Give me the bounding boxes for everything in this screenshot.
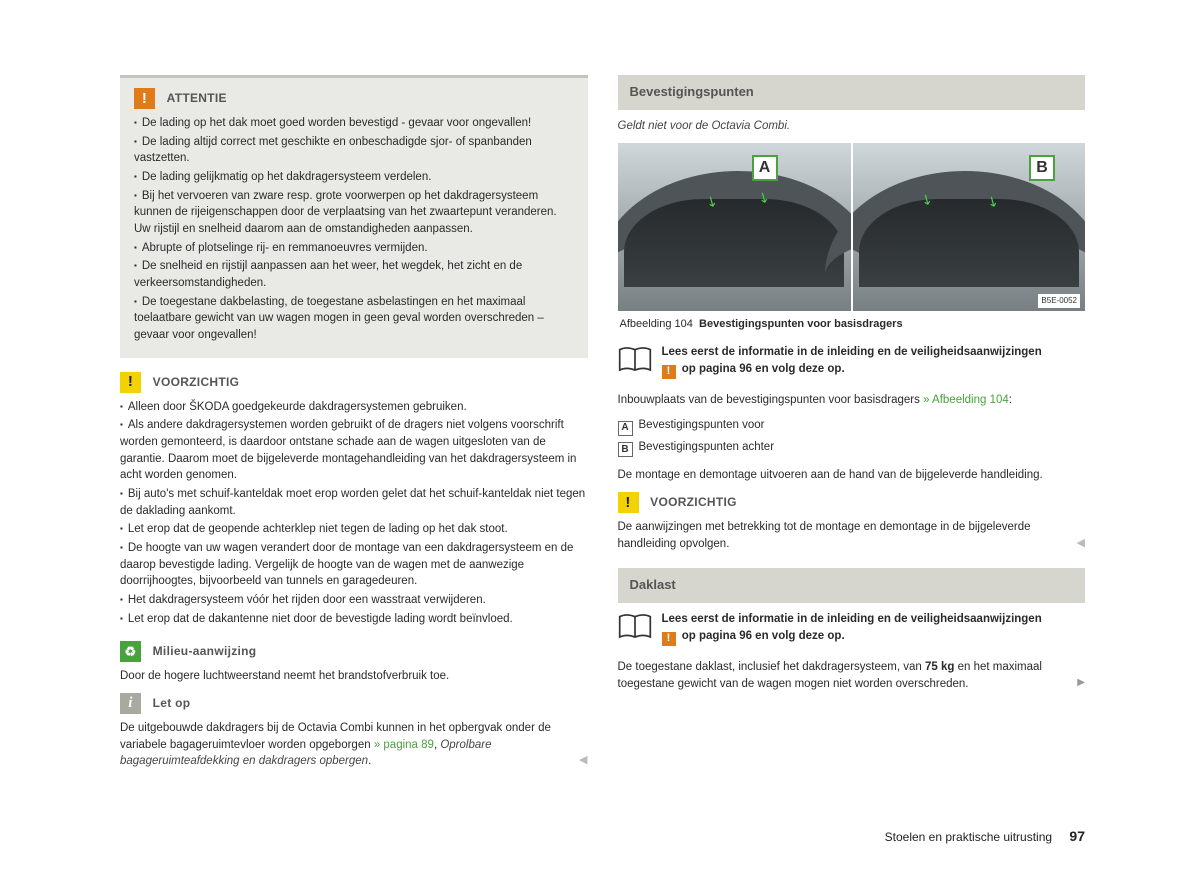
attentie-header: ! ATTENTIE <box>134 88 574 109</box>
read-first-line2: op pagina 96 en volg deze op. <box>679 363 845 375</box>
daklast-text: De toegestane daklast, inclusief het dak… <box>618 659 1086 692</box>
read-first-text: Lees eerst de informatie in de inleiding… <box>662 344 1042 380</box>
info-icon: i <box>120 693 141 714</box>
read-first2-line2: op pagina 96 en volg deze op. <box>679 630 845 642</box>
daklast-weight: 75 kg <box>925 661 954 673</box>
environment-icon: ♻ <box>120 641 141 662</box>
list-item: De lading gelijkmatig op het dakdragersy… <box>134 169 574 186</box>
legend-letter-b: B <box>618 442 633 457</box>
milieu-text: Door de hogere luchtweerstand neemt het … <box>120 668 588 685</box>
figure-code: B5E-0052 <box>1038 294 1080 308</box>
caution-icon: ! <box>618 492 639 513</box>
letop-header: i Let op <box>120 693 588 714</box>
voorzichtig-title: VOORZICHTIG <box>153 375 240 389</box>
book-icon <box>618 611 652 647</box>
warning-icon: ! <box>662 365 676 379</box>
list-item: Let erop dat de dakantenne niet door de … <box>120 611 588 628</box>
warning-icon: ! <box>662 632 676 646</box>
caption-bold: Bevestigingspunten voor basisdragers <box>699 318 903 330</box>
legend-text-b: Bevestigingspunten achter <box>639 441 775 453</box>
read-first-line1: Lees eerst de informatie in de inleiding… <box>662 346 1042 358</box>
subtitle: Geldt niet voor de Octavia Combi. <box>618 118 1086 135</box>
figure-link[interactable]: » Afbeelding 104 <box>923 394 1009 406</box>
caution-icon: ! <box>120 372 141 393</box>
list-item: Let erop dat de geopende achterklep niet… <box>120 521 588 538</box>
continue-icon: ▶ <box>1077 676 1085 691</box>
list-item: De snelheid en rijstijl aanpassen aan he… <box>134 258 574 291</box>
read-first2-line1: Lees eerst de informatie in de inleiding… <box>662 613 1042 625</box>
letop-title: Let op <box>153 696 191 710</box>
list-item: Alleen door ŠKODA goedgekeurde dakdrager… <box>120 399 588 416</box>
daklast-section-header: Daklast <box>618 568 1086 603</box>
read-first-block-2: Lees eerst de informatie in de inleiding… <box>618 611 1086 647</box>
section-end-icon: ◀ <box>1077 536 1085 552</box>
legend-text-a: Bevestigingspunten voor <box>639 419 765 431</box>
page-number: 97 <box>1069 828 1085 844</box>
read-first-text-2: Lees eerst de informatie in de inleiding… <box>662 611 1042 647</box>
daklast-text-a: De toegestane daklast, inclusief het dak… <box>618 661 925 673</box>
milieu-header: ♻ Milieu-aanwijzing <box>120 641 588 662</box>
legend-row-a: A Bevestigingspunten voor <box>618 417 1086 436</box>
list-item: Bij auto's met schuif-kanteldak moet ero… <box>120 486 588 519</box>
warning-icon: ! <box>134 88 155 109</box>
book-icon <box>618 344 652 380</box>
list-item: Bij het vervoeren van zware resp. grote … <box>134 188 574 238</box>
list-item: Het dakdragersysteem vóór het rijden doo… <box>120 592 588 609</box>
intro-a: Inbouwplaats van de bevestigingspunten v… <box>618 394 924 406</box>
milieu-title: Milieu-aanwijzing <box>153 644 257 658</box>
figure-104: ↘↘ ↘↘ A B B5E-0052 <box>618 143 1086 311</box>
figure-label-a: A <box>752 155 778 181</box>
read-first-block: Lees eerst de informatie in de inleiding… <box>618 344 1086 380</box>
figure-caption: Afbeelding 104 Bevestigingspunten voor b… <box>620 317 1084 333</box>
list-item: De toegestane dakbelasting, de toegestan… <box>134 294 574 344</box>
letop-text: De uitgebouwde dakdragers bij de Octavia… <box>120 720 588 770</box>
attentie-list: De lading op het dak moet goed worden be… <box>134 115 574 344</box>
voorzichtig-list: Alleen door ŠKODA goedgekeurde dakdrager… <box>120 399 588 628</box>
list-item: De lading altijd correct met geschikte e… <box>134 134 574 167</box>
caption-prefix: Afbeelding 104 <box>620 318 693 330</box>
page-footer: Stoelen en praktische uitrusting 97 <box>885 826 1085 846</box>
legend-row-b: B Bevestigingspunten achter <box>618 439 1086 458</box>
attentie-box: ! ATTENTIE De lading op het dak moet goe… <box>120 75 588 358</box>
letop-dot: . <box>368 755 371 767</box>
voorzichtig2-header: ! VOORZICHTIG <box>618 492 1086 513</box>
section-end-icon: ◀ <box>579 753 587 769</box>
voorzichtig2-text: De aanwijzingen met betrekking tot de mo… <box>618 519 1086 552</box>
mount-text: De montage en demontage uitvoeren aan de… <box>618 467 1086 484</box>
figure-label-b: B <box>1029 155 1055 181</box>
attentie-title: ATTENTIE <box>167 91 227 105</box>
intro-text: Inbouwplaats van de bevestigingspunten v… <box>618 392 1086 409</box>
voorzichtig2-title: VOORZICHTIG <box>650 495 737 509</box>
list-item: Als andere dakdragersystemen worden gebr… <box>120 417 588 484</box>
voorzichtig-header: ! VOORZICHTIG <box>120 372 588 393</box>
chapter-name: Stoelen en praktische uitrusting <box>885 830 1052 844</box>
list-item: Abrupte of plotselinge rij- en remmanoeu… <box>134 240 574 257</box>
voorzichtig2-content: De aanwijzingen met betrekking tot de mo… <box>618 521 1031 550</box>
legend-letter-a: A <box>618 421 633 436</box>
list-item: De lading op het dak moet goed worden be… <box>134 115 574 132</box>
bevestiging-section-header: Bevestigingspunten <box>618 75 1086 110</box>
list-item: De hoogte van uw wagen verandert door de… <box>120 540 588 590</box>
page-link[interactable]: » pagina 89 <box>374 739 434 751</box>
